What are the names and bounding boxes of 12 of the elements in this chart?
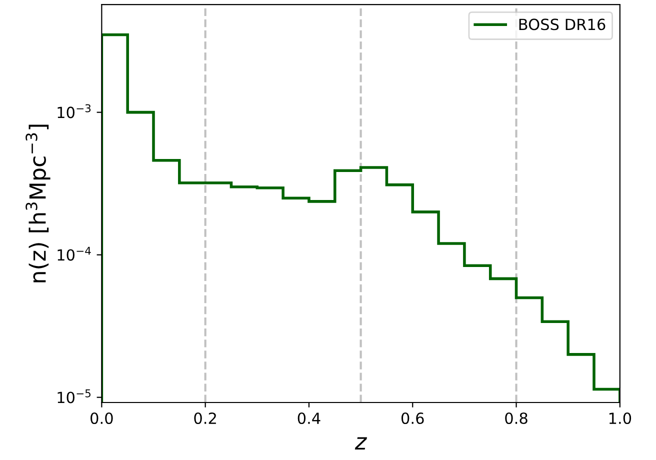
x-tick-label: 1.0 [609,412,632,424]
y-tick-label: 10$^{−4}$ [58,246,91,261]
y-tick-label: 10$^{−3}$ [58,104,91,118]
legend-label: BOSS DR16 [519,18,606,30]
x-tick-label: 0.8 [505,412,528,424]
y-tick-label: 10$^{−5}$ [58,389,90,404]
x-tick-label: 0.6 [401,412,424,424]
x-tick-label: 0.4 [298,412,320,424]
y-axis-title: n(z) [h$^{3}$Mpc$^{−3}$] [26,124,50,282]
x-tick-label: 0.0 [90,412,113,424]
x-axis-title: z [354,437,368,450]
x-tick-label: 0.2 [194,412,216,424]
